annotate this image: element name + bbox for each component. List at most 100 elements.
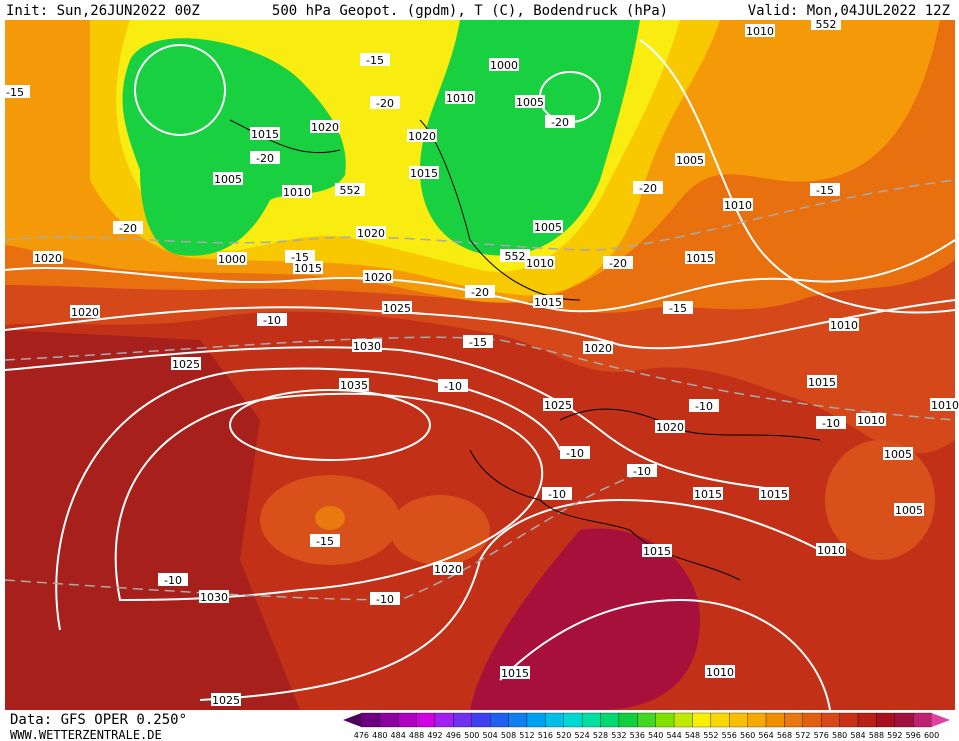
label-box — [382, 301, 412, 314]
colorbar-swatch — [508, 712, 528, 728]
colorbar-swatch — [600, 712, 620, 728]
colorbar-swatch — [839, 712, 859, 728]
colorbar-swatch — [821, 712, 840, 728]
colorbar-label: 516 — [538, 731, 553, 740]
label-box — [409, 166, 439, 179]
label-box — [533, 220, 563, 233]
label-box — [285, 250, 315, 263]
label-box — [360, 53, 390, 66]
colorbar-swatch — [765, 712, 785, 728]
map-label: -10 — [548, 488, 566, 501]
map-label: 552 — [816, 18, 837, 31]
label-box — [810, 183, 840, 196]
colorbar-label: 536 — [630, 731, 645, 740]
map-label: -15 — [366, 54, 384, 67]
colorbar-label: 508 — [501, 731, 516, 740]
colorbar-label: 540 — [648, 731, 663, 740]
map-label: 1010 — [446, 92, 474, 105]
label-box — [533, 295, 563, 308]
map-label: -20 — [256, 152, 274, 165]
map-label: -10 — [263, 314, 281, 327]
label-box — [816, 416, 846, 429]
map-label: 1010 — [706, 666, 734, 679]
label-box — [33, 251, 63, 264]
map-label: -15 — [6, 86, 24, 99]
label-box — [500, 666, 530, 679]
label-box — [663, 301, 693, 314]
map-label: -20 — [119, 222, 137, 235]
colorbar-label: 512 — [519, 731, 534, 740]
map-label: 1015 — [294, 262, 322, 275]
map-label: -15 — [469, 336, 487, 349]
map-area: 1010 552 -15 1010 1005 -20 1000 -15 -20 1020 1015 -… — [0, 17, 959, 711]
website: WWW.WETTERZENTRALE.DE — [10, 728, 162, 741]
map-label: 1020 — [364, 271, 392, 284]
map-label: 1005 — [214, 173, 242, 186]
isobars — [4, 39, 956, 711]
map-label: -20 — [376, 97, 394, 110]
init-time: Init: Sun,26JUN2022 00Z — [6, 3, 200, 19]
colorbar-swatch — [361, 712, 380, 728]
colorbar-label: 560 — [740, 731, 755, 740]
colorbar-label: 544 — [666, 731, 681, 740]
map-label: 1010 — [724, 199, 752, 212]
label-box — [560, 446, 590, 459]
colorbar-label: 488 — [409, 731, 424, 740]
label-box — [543, 398, 573, 411]
map-label: -10 — [633, 465, 651, 478]
colorbar-label: 572 — [795, 731, 810, 740]
map-labels: 1010 552 -15 1010 1005 -20 1000 -15 -20 1020 1015 -… — [0, 17, 959, 707]
map-label: 1015 — [251, 128, 279, 141]
map-label: 1010 — [746, 25, 774, 38]
map-label: 1015 — [694, 488, 722, 501]
colorbar-swatch — [784, 712, 803, 728]
map-label: 1025 — [544, 399, 572, 412]
map-label: -20 — [551, 116, 569, 129]
header-bar — [0, 0, 959, 20]
label-box — [339, 378, 369, 391]
colorbar-swatch — [710, 712, 730, 728]
colorbar-swatch — [398, 712, 417, 728]
label-box — [693, 487, 723, 500]
map-label: 1005 — [534, 221, 562, 234]
label-box — [856, 413, 886, 426]
label-box — [352, 339, 382, 352]
label-box — [930, 398, 959, 411]
label-box — [816, 543, 846, 556]
label-box — [525, 256, 555, 269]
label-box — [310, 534, 340, 547]
label-box — [655, 420, 685, 433]
colorbar-swatch — [692, 712, 712, 728]
map-label: 1005 — [516, 96, 544, 109]
map-label: -20 — [639, 182, 657, 195]
map-label: 1005 — [895, 504, 923, 517]
label-box — [642, 544, 672, 557]
label-box — [158, 573, 188, 586]
label-box — [438, 379, 468, 392]
label-box — [257, 313, 287, 326]
label-box — [335, 183, 365, 196]
colorbar-swatch — [637, 712, 656, 728]
map-label: 1000 — [490, 59, 518, 72]
label-box — [407, 129, 437, 142]
label-box — [171, 357, 201, 370]
label-box — [603, 256, 633, 269]
map-label: 1015 — [534, 296, 562, 309]
map-label: 1020 — [34, 252, 62, 265]
map-label: -10 — [444, 380, 462, 393]
map-label: -10 — [566, 447, 584, 460]
map-label: 1005 — [676, 154, 704, 167]
label-box — [217, 252, 247, 265]
map-label: -20 — [471, 286, 489, 299]
label-box — [0, 85, 30, 98]
colorbar-swatch — [581, 712, 601, 728]
label-box — [685, 251, 715, 264]
map-label: 1010 — [931, 399, 959, 412]
colorbar-swatch — [471, 712, 491, 728]
map-label: 1030 — [200, 591, 228, 604]
map-label: 1015 — [686, 252, 714, 265]
colorbar-swatch — [545, 712, 564, 728]
map-label: 1015 — [760, 488, 788, 501]
label-box — [250, 151, 280, 164]
